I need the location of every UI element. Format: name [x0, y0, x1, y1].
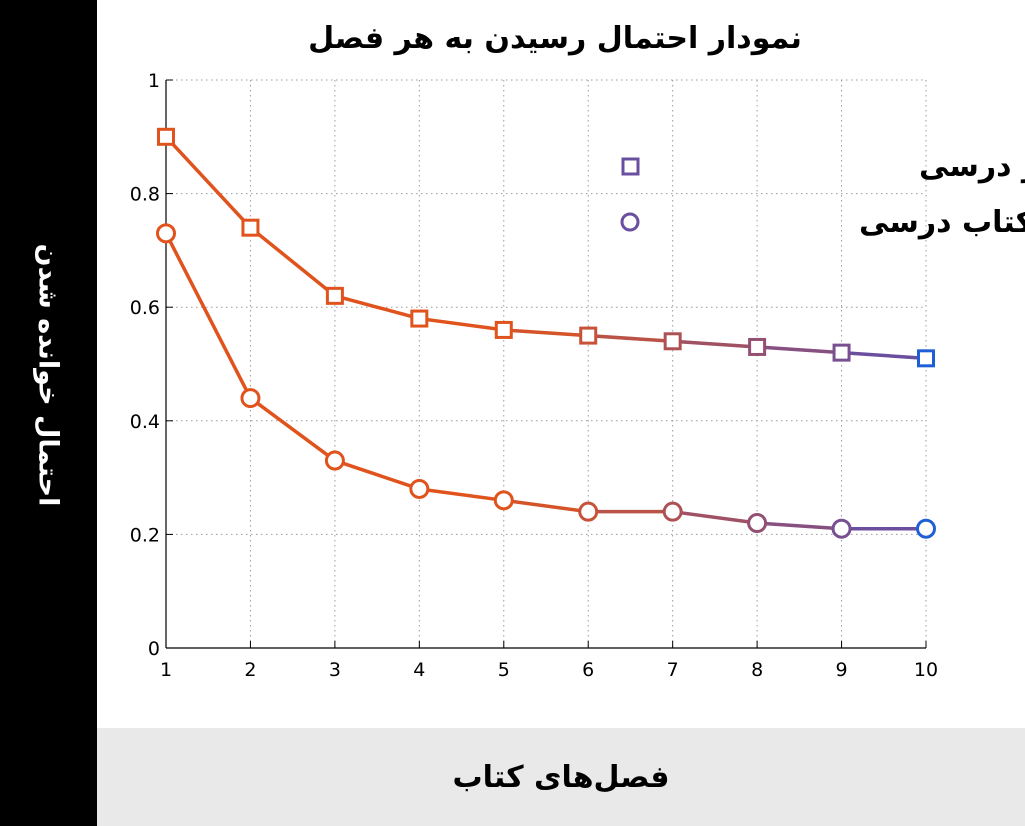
- x-tick-label: 6: [582, 659, 594, 681]
- data-point-square: [663, 332, 682, 351]
- series-line-segment: [333, 458, 422, 491]
- y-tick-label: 1: [148, 70, 160, 92]
- series-line-segment: [164, 231, 253, 400]
- data-point-circle: [493, 490, 514, 511]
- x-axis-label-band: فصل‌های کتاب: [97, 728, 1025, 826]
- y-axis-label: احتمال خوانده شدن: [32, 243, 64, 507]
- series-line-segment: [502, 328, 590, 338]
- data-point-square: [157, 127, 175, 146]
- series-line-segment: [839, 350, 928, 361]
- x-tick-label: 4: [413, 659, 425, 681]
- series-line-segment: [417, 316, 506, 332]
- series-circle: [156, 223, 936, 539]
- x-tick-label: 2: [244, 659, 256, 681]
- series-line-segment: [755, 345, 844, 355]
- series-line-segment: [164, 135, 253, 230]
- series-line-segment: [417, 487, 506, 503]
- grid: [165, 79, 927, 649]
- data-point-square: [410, 309, 429, 328]
- x-tick-label: 9: [836, 659, 848, 681]
- legend-label-non-textbook: کتاب غیر درسی: [919, 149, 1025, 184]
- data-point-square: [579, 326, 598, 345]
- legend-marker-circle: [620, 212, 640, 232]
- y-axis-label-band: احتمال خوانده شدن: [0, 0, 97, 826]
- x-tick-label: 7: [667, 659, 679, 681]
- data-point-square: [832, 343, 851, 362]
- series-line-segment: [333, 294, 422, 321]
- legend: کتاب غیر درسی کتاب درسی: [620, 149, 1025, 240]
- data-point-square: [494, 320, 513, 339]
- series-line-segment: [755, 521, 844, 531]
- series: [156, 127, 936, 539]
- series-line-segment: [670, 509, 759, 525]
- data-point-square: [241, 218, 260, 237]
- data-point-square: [325, 286, 344, 305]
- y-tick-label: 0.8: [130, 184, 160, 206]
- tick-labels: 1 2 3 4 5 6 7 8 9 10 0 0.2 0.4 0.6 0.8 1: [130, 70, 938, 681]
- data-point-square: [748, 337, 767, 356]
- series-line-segment: [586, 333, 675, 344]
- x-tick-label: 3: [329, 659, 341, 681]
- data-point-circle: [662, 501, 683, 522]
- data-point-circle: [156, 223, 176, 244]
- y-tick-label: 0.2: [130, 524, 160, 546]
- series-square: [157, 127, 935, 368]
- x-tick-label: 10: [914, 659, 938, 681]
- data-point-square: [917, 349, 935, 368]
- data-point-circle: [409, 478, 430, 499]
- y-tick-label: 0.4: [130, 411, 160, 433]
- y-tick-label: 0.6: [130, 297, 160, 319]
- data-point-circle: [831, 518, 852, 539]
- y-tick-label: 0: [148, 638, 160, 660]
- series-line-segment: [248, 396, 337, 463]
- x-tick-label: 5: [498, 659, 510, 681]
- series-line-segment: [670, 339, 759, 349]
- x-tick-label: 8: [751, 659, 763, 681]
- series-line-segment: [502, 498, 590, 514]
- series-line-segment: [248, 225, 337, 298]
- data-point-circle: [747, 513, 768, 534]
- x-tick-label: 1: [160, 659, 172, 681]
- chart-title: نمودار احتمال رسیدن به هر فصل: [308, 21, 802, 56]
- data-point-circle: [916, 518, 936, 539]
- data-point-circle: [324, 450, 345, 471]
- axes: [165, 79, 927, 649]
- legend-label-textbook: کتاب درسی: [859, 205, 1025, 240]
- x-axis-label: فصل‌های کتاب: [452, 759, 670, 795]
- data-point-circle: [578, 501, 599, 522]
- data-point-circle: [240, 388, 261, 409]
- legend-marker-square: [621, 157, 640, 176]
